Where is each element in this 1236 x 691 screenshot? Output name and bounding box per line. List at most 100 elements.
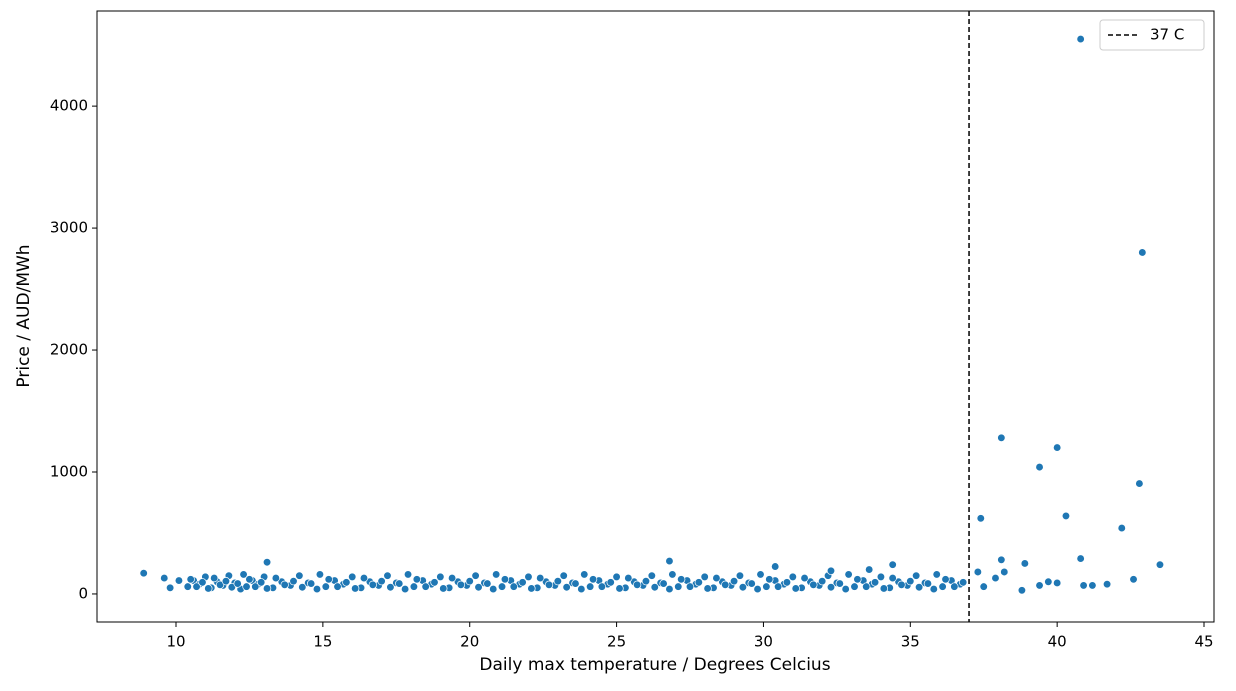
point	[923, 579, 933, 588]
y-tick-label: 3000	[50, 219, 88, 237]
point	[536, 573, 545, 583]
point	[979, 582, 988, 591]
point	[765, 575, 774, 584]
point	[912, 571, 921, 580]
point	[1017, 586, 1027, 595]
point	[1102, 580, 1112, 589]
point	[906, 576, 915, 586]
point	[870, 578, 880, 587]
x-tick-label: 25	[607, 633, 626, 651]
point	[571, 579, 580, 588]
point	[729, 576, 739, 586]
point	[865, 565, 874, 574]
point	[221, 576, 231, 586]
point	[403, 570, 413, 579]
point	[577, 584, 586, 594]
point	[351, 584, 360, 593]
point	[321, 582, 330, 591]
point	[242, 582, 251, 591]
point	[500, 575, 510, 584]
point	[1155, 560, 1165, 569]
point	[580, 570, 589, 579]
point	[409, 582, 419, 591]
point	[1053, 443, 1062, 452]
point	[844, 570, 853, 579]
point	[888, 573, 897, 583]
point	[333, 582, 342, 591]
point	[377, 576, 386, 586]
point	[430, 578, 439, 587]
point	[876, 572, 886, 582]
point	[914, 583, 924, 592]
point	[400, 584, 410, 594]
point	[615, 584, 624, 593]
point	[694, 578, 703, 587]
point	[973, 567, 983, 577]
point	[383, 571, 392, 580]
point	[756, 570, 765, 579]
point	[412, 575, 422, 584]
point	[215, 580, 225, 589]
point	[747, 579, 756, 588]
point	[245, 575, 254, 584]
point	[826, 566, 836, 575]
point	[204, 584, 213, 593]
point	[524, 572, 533, 582]
point	[659, 579, 668, 588]
y-axis-label: Price / AUD/MWh	[14, 244, 34, 387]
point	[668, 570, 677, 579]
point	[771, 562, 780, 571]
point	[1117, 523, 1126, 533]
point	[735, 571, 745, 580]
point	[139, 569, 148, 578]
point	[192, 582, 201, 591]
point	[165, 583, 175, 593]
point	[280, 580, 289, 589]
point	[788, 572, 797, 582]
point	[897, 580, 906, 589]
point	[1135, 479, 1144, 488]
y-tick-label: 0	[78, 584, 88, 602]
point	[471, 571, 480, 580]
point	[465, 576, 474, 586]
point	[588, 575, 598, 584]
legend-box	[1099, 19, 1205, 51]
point	[312, 584, 322, 594]
point	[1076, 34, 1085, 44]
point	[183, 582, 192, 591]
point	[941, 575, 950, 584]
point	[585, 582, 595, 591]
x-axis-label: Daily max temperature / Degrees Celcius	[479, 655, 830, 675]
point	[562, 583, 571, 592]
point	[298, 583, 307, 592]
point	[271, 573, 281, 583]
point	[753, 584, 762, 594]
point	[509, 582, 518, 591]
point	[835, 579, 844, 588]
point	[665, 556, 674, 566]
point	[1053, 578, 1062, 588]
point	[818, 576, 827, 586]
point	[559, 571, 568, 580]
x-tick-label: 45	[1194, 633, 1213, 651]
point	[641, 576, 651, 586]
point	[650, 583, 659, 592]
point	[1088, 581, 1097, 590]
point	[306, 579, 316, 588]
point	[368, 580, 377, 589]
point	[738, 583, 748, 592]
point	[544, 580, 554, 589]
point	[647, 571, 656, 580]
point	[612, 572, 621, 582]
x-tick-label: 35	[901, 633, 920, 651]
x-tick-label: 30	[754, 633, 773, 651]
point	[348, 572, 357, 582]
point	[826, 583, 836, 592]
point	[1079, 581, 1088, 590]
point	[762, 582, 771, 591]
plot-frame	[96, 10, 1215, 623]
point	[1035, 462, 1044, 472]
point	[632, 580, 642, 589]
point	[712, 573, 721, 583]
point	[1061, 511, 1071, 521]
